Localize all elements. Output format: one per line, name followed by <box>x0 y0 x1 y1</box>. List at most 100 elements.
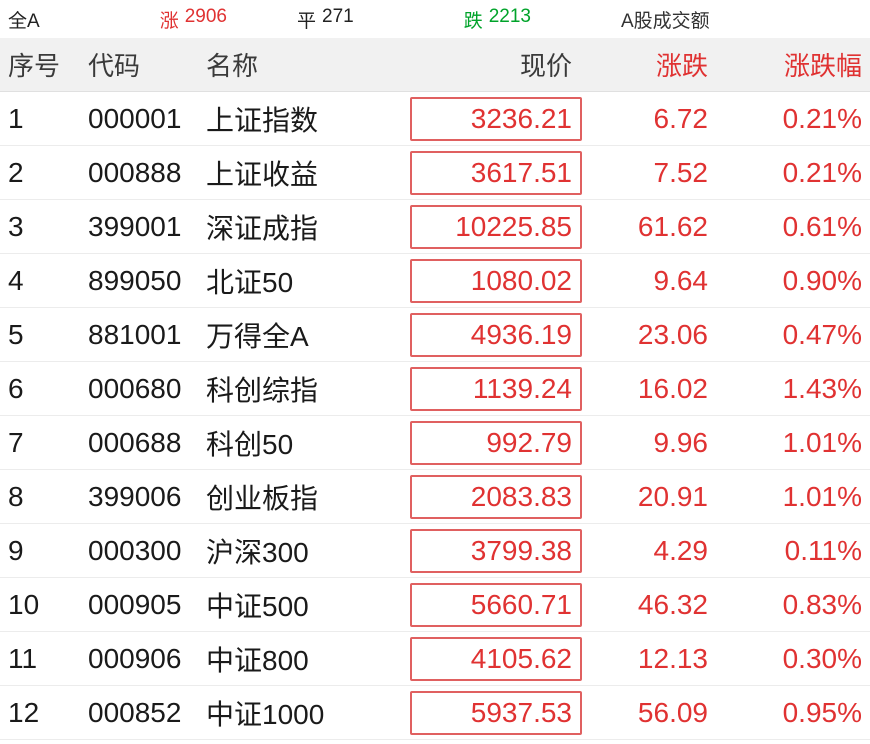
price-box[interactable]: 1139.24 <box>410 366 582 411</box>
index-table: 序号 代码 名称 现价 涨跌 涨跌幅 1 000001 上证指数 3236.21… <box>0 38 870 740</box>
table-row[interactable]: 1 000001 上证指数 3236.21 6.72 0.21% <box>0 92 870 146</box>
table-row[interactable]: 11 000906 中证800 4105.62 12.13 0.30% <box>0 632 870 686</box>
price-cell: 5660.71 <box>406 578 582 631</box>
unchanged-summary: 平 271 <box>297 6 354 33</box>
stock-name: 北证50 <box>206 266 294 298</box>
change-value: 4.29 <box>653 534 709 566</box>
stock-name: 中证1000 <box>206 698 325 730</box>
price-box[interactable]: 5937.53 <box>410 690 582 735</box>
price-box[interactable]: 4105.62 <box>410 636 582 681</box>
row-index: 4 <box>8 264 24 296</box>
stock-name: 科创50 <box>206 428 294 460</box>
price-box[interactable]: 4936.19 <box>410 312 582 357</box>
row-index: 6 <box>8 372 24 404</box>
stock-name: 沪深300 <box>206 536 309 568</box>
stock-code: 899050 <box>88 264 182 296</box>
price-cell: 4936.19 <box>406 308 582 361</box>
price-box[interactable]: 3799.38 <box>410 528 582 573</box>
change-value: 61.62 <box>637 210 708 242</box>
price-value: 10225.85 <box>455 210 572 242</box>
change-value: 23.06 <box>637 318 708 350</box>
price-cell: 5937.53 <box>406 686 582 739</box>
price-value: 4936.19 <box>470 318 572 350</box>
header-pct[interactable]: 涨跌幅 <box>783 51 862 81</box>
stock-name: 上证指数 <box>206 104 319 136</box>
all-a-label: 全A <box>8 10 40 32</box>
stock-code: 399006 <box>88 480 182 512</box>
change-value: 9.96 <box>653 426 709 458</box>
stock-code: 000888 <box>88 156 182 188</box>
price-cell: 992.79 <box>406 416 582 469</box>
decliners-summary: 跌 2213 <box>464 6 531 33</box>
change-percent: 1.01% <box>782 480 862 512</box>
price-box[interactable]: 1080.02 <box>410 258 582 303</box>
header-price[interactable]: 现价 <box>519 51 572 81</box>
price-box[interactable]: 3617.51 <box>410 150 582 195</box>
stock-name: 科创综指 <box>206 374 319 406</box>
up-label: 涨 <box>159 10 179 32</box>
price-cell: 4105.62 <box>406 632 582 685</box>
price-box[interactable]: 10225.85 <box>410 204 582 249</box>
table-row[interactable]: 12 000852 中证1000 5937.53 56.09 0.95% <box>0 686 870 740</box>
header-no[interactable]: 序号 <box>8 51 61 81</box>
table-row[interactable]: 3 399001 深证成指 10225.85 61.62 0.61% <box>0 200 870 254</box>
turnover-label: A股成交额 <box>621 10 710 32</box>
table-row[interactable]: 7 000688 科创50 992.79 9.96 1.01% <box>0 416 870 470</box>
stock-code: 000300 <box>88 534 182 566</box>
change-value: 9.64 <box>653 264 709 296</box>
price-value: 3236.21 <box>470 102 572 134</box>
row-index: 7 <box>8 426 24 458</box>
stock-code: 881001 <box>88 318 182 350</box>
price-cell: 10225.85 <box>406 200 582 253</box>
market-summary-bar: 全A 涨 2906 平 271 跌 2213 A股成交额 <box>0 0 870 38</box>
row-index: 1 <box>8 102 24 134</box>
header-name[interactable]: 名称 <box>206 51 259 81</box>
table-row[interactable]: 4 899050 北证50 1080.02 9.64 0.90% <box>0 254 870 308</box>
market-scope-label[interactable]: 全A <box>8 6 40 33</box>
row-index: 9 <box>8 534 24 566</box>
change-value: 16.02 <box>637 372 708 404</box>
change-value: 6.72 <box>653 102 709 134</box>
advancers-summary: 涨 2906 <box>160 6 227 33</box>
price-cell: 3617.51 <box>406 146 582 199</box>
stock-name: 中证500 <box>206 590 309 622</box>
price-value: 3617.51 <box>470 156 572 188</box>
change-percent: 0.90% <box>782 264 862 296</box>
price-box[interactable]: 5660.71 <box>410 582 582 627</box>
stock-name: 万得全A <box>206 320 309 352</box>
turnover-tab[interactable]: A股成交额 <box>621 6 710 33</box>
price-cell: 2083.83 <box>406 470 582 523</box>
price-box[interactable]: 2083.83 <box>410 474 582 519</box>
row-index: 8 <box>8 480 24 512</box>
price-cell: 3236.21 <box>406 92 582 145</box>
change-value: 46.32 <box>637 588 708 620</box>
price-cell: 1139.24 <box>406 362 582 415</box>
row-index: 2 <box>8 156 24 188</box>
table-row[interactable]: 2 000888 上证收益 3617.51 7.52 0.21% <box>0 146 870 200</box>
row-index: 12 <box>8 696 40 728</box>
index-table-body: 1 000001 上证指数 3236.21 6.72 0.21% 2 00088… <box>0 92 870 740</box>
flat-count: 271 <box>322 5 354 27</box>
table-row[interactable]: 10 000905 中证500 5660.71 46.32 0.83% <box>0 578 870 632</box>
header-code[interactable]: 代码 <box>88 51 141 81</box>
stock-code: 399001 <box>88 210 182 242</box>
change-percent: 0.21% <box>782 156 862 188</box>
price-cell: 1080.02 <box>406 254 582 307</box>
price-value: 4105.62 <box>470 642 572 674</box>
stock-name: 中证800 <box>206 644 309 676</box>
price-box[interactable]: 992.79 <box>410 420 582 465</box>
table-row[interactable]: 9 000300 沪深300 3799.38 4.29 0.11% <box>0 524 870 578</box>
change-percent: 0.21% <box>782 102 862 134</box>
price-value: 5937.53 <box>470 696 572 728</box>
table-row[interactable]: 8 399006 创业板指 2083.83 20.91 1.01% <box>0 470 870 524</box>
header-change[interactable]: 涨跌 <box>655 51 708 81</box>
change-value: 12.13 <box>637 642 708 674</box>
table-row[interactable]: 5 881001 万得全A 4936.19 23.06 0.47% <box>0 308 870 362</box>
stock-name: 上证收益 <box>206 158 319 190</box>
table-row[interactable]: 6 000680 科创综指 1139.24 16.02 1.43% <box>0 362 870 416</box>
change-value: 56.09 <box>637 696 708 728</box>
price-box[interactable]: 3236.21 <box>410 96 582 141</box>
change-percent: 0.61% <box>782 210 862 242</box>
change-value: 20.91 <box>637 480 708 512</box>
down-label: 跌 <box>463 10 483 32</box>
